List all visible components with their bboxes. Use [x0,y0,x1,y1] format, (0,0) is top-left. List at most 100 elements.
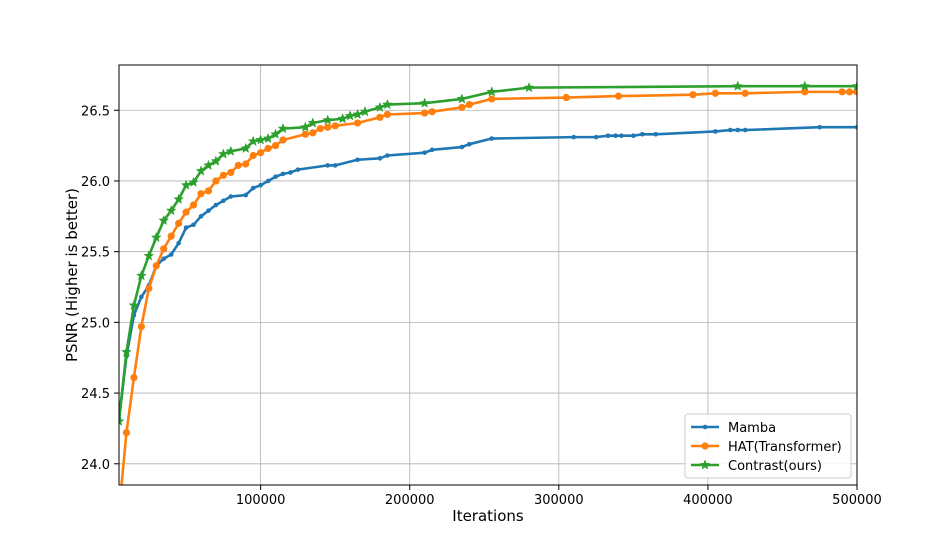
data-point-hat-transformer [838,88,846,96]
data-point-contrast-ours [158,214,170,226]
x-tick-label: 300000 [534,493,584,508]
data-point-hat-transformer [376,113,384,121]
x-tick-label: 100000 [236,493,286,508]
data-point-hat-transformer [197,190,205,198]
data-point-mamba [161,256,167,262]
data-point-mamba [198,214,204,219]
data-point-mamba [619,133,624,139]
data-point-hat-transformer [175,219,183,227]
legend-label: Mamba [728,421,776,436]
data-point-mamba [613,133,618,139]
y-tick-label: 25.0 [81,316,110,331]
x-axis-label: Iterations [452,507,524,525]
data-point-contrast-ours [262,132,274,144]
x-tick-label: 400000 [683,493,733,508]
data-point-contrast-ours [203,159,214,171]
data-point-mamba [325,163,331,168]
data-point-mamba [854,124,857,130]
data-point-contrast-ours [456,93,468,104]
data-point-hat-transformer [264,144,272,153]
data-point-mamba [429,147,435,153]
data-point-contrast-ours [188,176,199,187]
data-point-mamba [288,170,293,175]
data-point-mamba [228,194,234,199]
data-point-contrast-ours [247,135,259,146]
data-point-contrast-ours [217,148,229,159]
data-point-contrast-ours [128,299,140,311]
data-point-mamba [653,131,659,137]
data-point-hat-transformer [137,323,145,331]
legend-item-hat-transformer: HAT(Transformer) [691,440,842,455]
data-point-hat-transformer [227,168,235,177]
data-point-hat-transformer [353,119,362,127]
series-hat-transformer [115,88,857,515]
data-point-hat-transformer [801,88,809,96]
series-layer [115,80,857,515]
data-point-hat-transformer [122,429,131,437]
data-point-hat-transformer [130,373,138,382]
y-tick-label: 26.0 [81,175,110,190]
data-point-hat-transformer [845,88,854,96]
plot-frame [118,64,858,486]
data-point-hat-transformer [115,508,122,515]
data-point-contrast-ours [225,145,237,156]
data-point-mamba [422,150,427,155]
data-point-mamba [258,182,263,188]
data-point-hat-transformer [711,89,719,97]
data-point-hat-transformer [234,161,242,170]
data-point-contrast-ours [374,101,386,113]
data-point-contrast-ours [195,165,207,176]
data-point-contrast-ours [119,415,125,426]
data-point-contrast-ours [270,128,281,139]
data-point-mamba [640,131,645,137]
data-point-mamba [265,178,271,184]
data-point-contrast-ours [299,121,311,132]
data-point-mamba [593,134,599,140]
legend-swatch-marker [699,459,711,470]
data-point-mamba [176,240,181,246]
data-point-hat-transformer [458,103,466,112]
data-point-hat-transformer [316,125,324,133]
data-point-mamba [459,144,465,150]
y-tick-label: 26.5 [81,104,110,119]
data-point-mamba [280,171,286,177]
data-point-mamba [332,163,338,168]
data-point-mamba [243,192,249,198]
data-point-contrast-ours [337,113,349,124]
data-point-hat-transformer [257,149,265,157]
data-point-contrast-ours [173,193,185,204]
data-point-contrast-ours [732,80,744,91]
data-point-contrast-ours [344,110,356,121]
data-point-mamba [489,136,495,141]
data-point-mamba [727,127,733,133]
data-point-hat-transformer [167,232,175,240]
data-point-contrast-ours [143,250,155,261]
data-point-contrast-ours [322,114,334,125]
series-line-contrast-ours [119,84,857,423]
data-point-contrast-ours [359,105,371,117]
data-point-hat-transformer [562,93,570,102]
legend-items: Mamba HAT(Transformer) Contrast(ours) [691,421,842,474]
data-point-contrast-ours [135,269,147,281]
data-point-contrast-ours [277,122,289,134]
data-point-hat-transformer [331,122,339,130]
data-point-hat-transformer [204,187,213,195]
data-point-contrast-ours [150,231,162,243]
data-point-mamba [377,156,383,161]
data-point-mamba [571,134,577,140]
data-point-mamba [817,124,823,130]
series-contrast-ours [119,80,857,426]
data-point-mamba [139,294,144,300]
data-point-mamba [183,225,189,230]
series-mamba [119,124,857,421]
data-point-contrast-ours [240,142,252,154]
data-point-mamba [713,129,718,134]
data-point-hat-transformer [614,92,623,100]
data-point-hat-transformer [488,95,496,103]
legend-label: HAT(Transformer) [728,440,842,455]
y-axis-label: PSNR (Higher is better) [63,188,81,362]
y-tick-label: 25.5 [81,246,110,261]
data-point-hat-transformer [309,129,317,137]
data-point-hat-transformer [189,201,198,209]
